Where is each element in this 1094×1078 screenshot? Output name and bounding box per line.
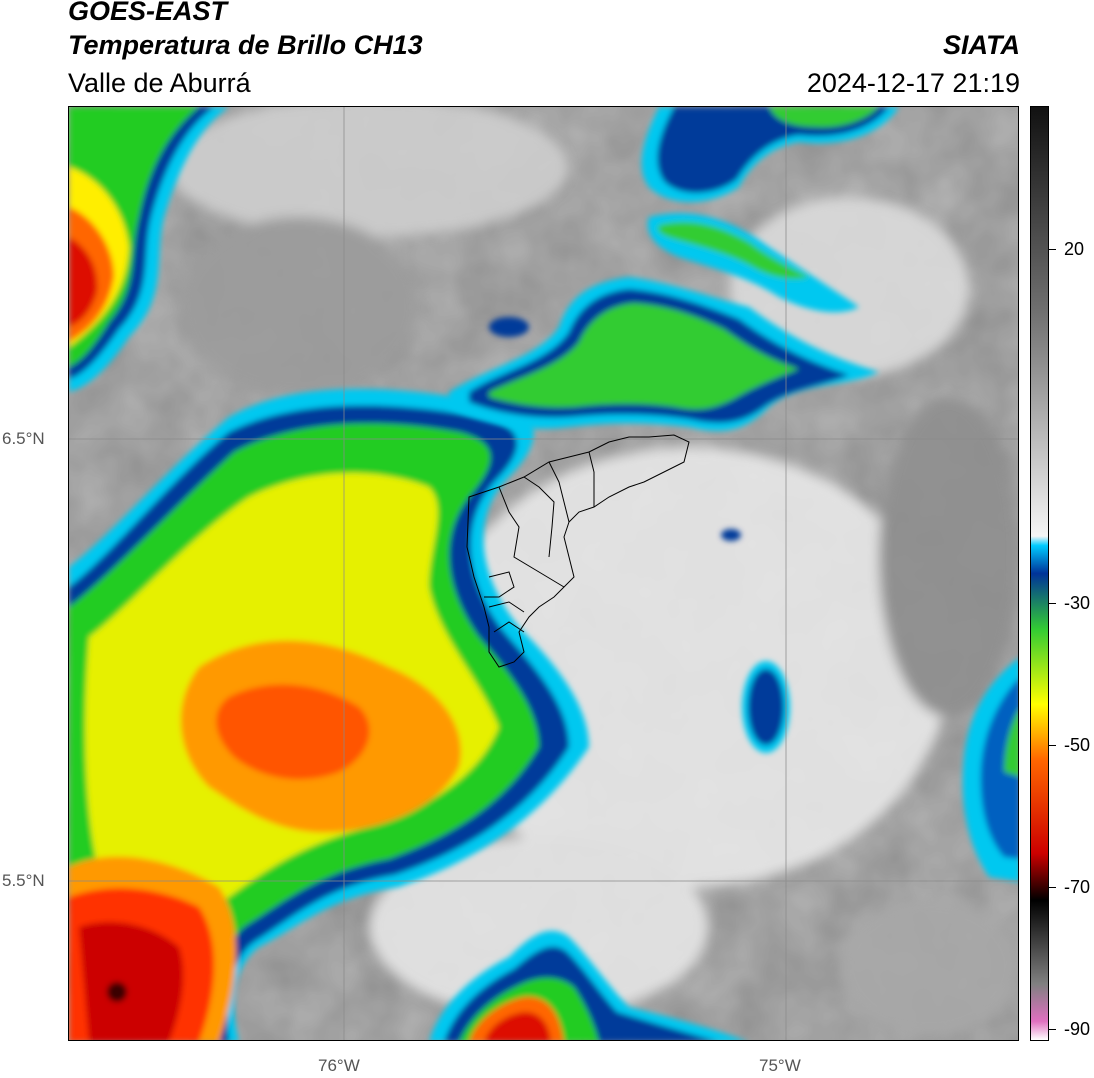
colorbar-tick [1048, 249, 1056, 250]
lon-label-76: 76°W [318, 1056, 360, 1075]
convective-system-south [429, 931, 744, 1040]
convective-cell-east [721, 529, 1018, 882]
colorbar-label-minus30: -30 [1064, 593, 1091, 613]
convective-system-north [449, 107, 899, 431]
lon-label-75: 75°W [759, 1056, 801, 1075]
product-title: Temperatura de Brillo CH13 [68, 30, 423, 60]
map-gridlines [69, 107, 1018, 1040]
colorbar-tick [1048, 603, 1056, 604]
colorbar-label-minus90: -90 [1064, 1019, 1091, 1039]
datetime-label: 2024-12-17 21:19 [806, 68, 1020, 98]
colorbar-label-20: 20 [1064, 239, 1085, 259]
lat-label-5-5: 5.5°N [2, 871, 45, 890]
colorbar-label-minus70: -70 [1064, 877, 1091, 897]
satellite-map[interactable] [68, 106, 1019, 1041]
colorbar-label-minus50: -50 [1064, 735, 1091, 755]
convective-system-northwest [69, 107, 229, 392]
colorbar-tick [1048, 1029, 1056, 1030]
convective-system-west [69, 388, 589, 1040]
organization-label: SIATA [943, 30, 1020, 60]
region-subtitle: Valle de Aburrá [68, 68, 251, 98]
colorbar-tick [1048, 745, 1056, 746]
aburra-valley-boundaries [466, 434, 690, 668]
temperature-colorbar [1030, 106, 1049, 1041]
lat-label-6-5: 6.5°N [2, 429, 45, 448]
satellite-title: GOES-EAST [68, 0, 228, 26]
colorbar-tick [1048, 887, 1056, 888]
